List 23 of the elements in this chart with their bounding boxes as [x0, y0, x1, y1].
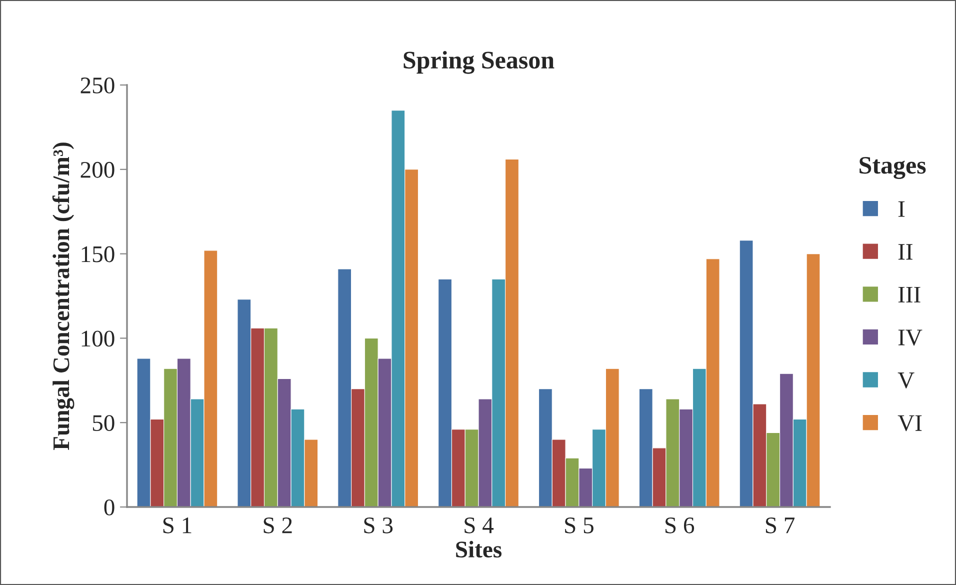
y-tick-label: 200 [80, 162, 114, 178]
x-tick-label: S 2 [264, 517, 292, 534]
legend-label: V [898, 372, 914, 388]
x-tick-label: S 4 [464, 517, 494, 534]
x-tick-label: S 1 [163, 517, 192, 534]
x-tick-label: S 6 [666, 517, 694, 534]
x-tick-label: S 3 [364, 517, 393, 534]
x-axis-title: Sites [456, 540, 502, 558]
legend-label: I [898, 201, 905, 217]
legend-label: VI [898, 415, 922, 432]
y-axis-title: Fungal Concentration (cfu/m³) [52, 142, 74, 450]
y-tick-label: 100 [82, 330, 114, 347]
legend-label: III [898, 286, 920, 302]
y-tick-label: 50 [92, 415, 114, 432]
y-tick-label: 250 [80, 77, 114, 94]
y-tick-label: 0 [104, 499, 114, 516]
chart-title: Spring Season [404, 50, 554, 74]
legend-title: Stages [860, 156, 926, 180]
legend-label: II [898, 244, 912, 260]
x-tick-label: S 5 [565, 517, 594, 534]
y-tick-label: 150 [82, 246, 114, 262]
x-tick-label: S 7 [766, 517, 795, 534]
legend-label: IV [898, 330, 922, 346]
